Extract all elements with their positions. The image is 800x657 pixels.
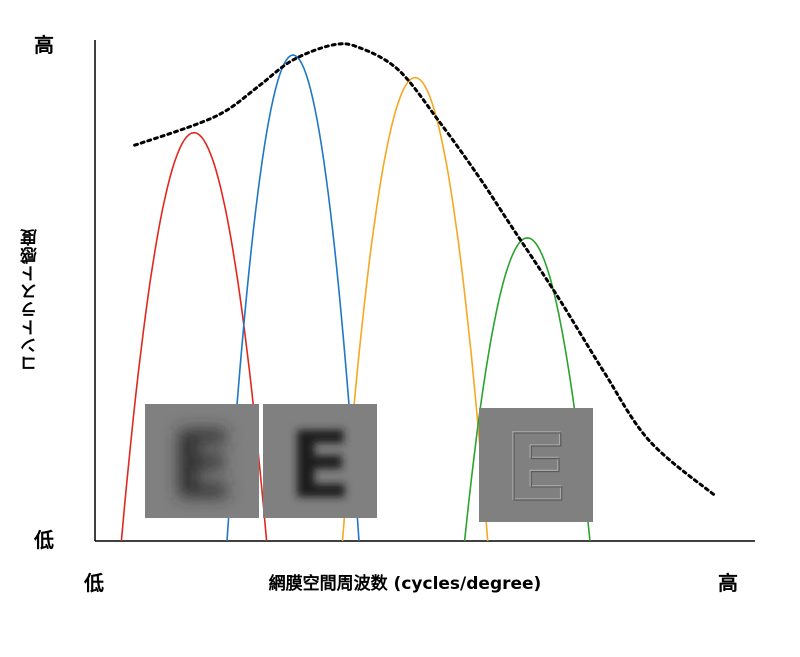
y-tick-high: 高: [34, 33, 54, 57]
channel-curve-1: [120, 131, 268, 542]
y-axis-label: コントラスト感度: [21, 228, 41, 372]
inset-letter: E: [171, 412, 234, 519]
inset-letter-shadow: E: [506, 415, 569, 522]
inset-letter: E: [289, 412, 352, 519]
medium-blur-E-inset: E: [263, 404, 377, 519]
channel-curve-4: [463, 237, 591, 542]
channel-curve-3: [341, 76, 489, 542]
y-tick-low: 低: [33, 528, 54, 552]
x-tick-low: 低: [83, 571, 104, 595]
blurred-E-inset: E: [145, 404, 259, 519]
envelope-curve: [133, 42, 717, 498]
edge-E-inset: E E: [479, 408, 593, 523]
channel-curve-2: [226, 54, 360, 542]
x-tick-high: 高: [718, 571, 738, 595]
x-axis-label: 網膜空間周波数 (cycles/degree): [269, 573, 542, 594]
inset-letter-highlight: E: [505, 414, 568, 521]
